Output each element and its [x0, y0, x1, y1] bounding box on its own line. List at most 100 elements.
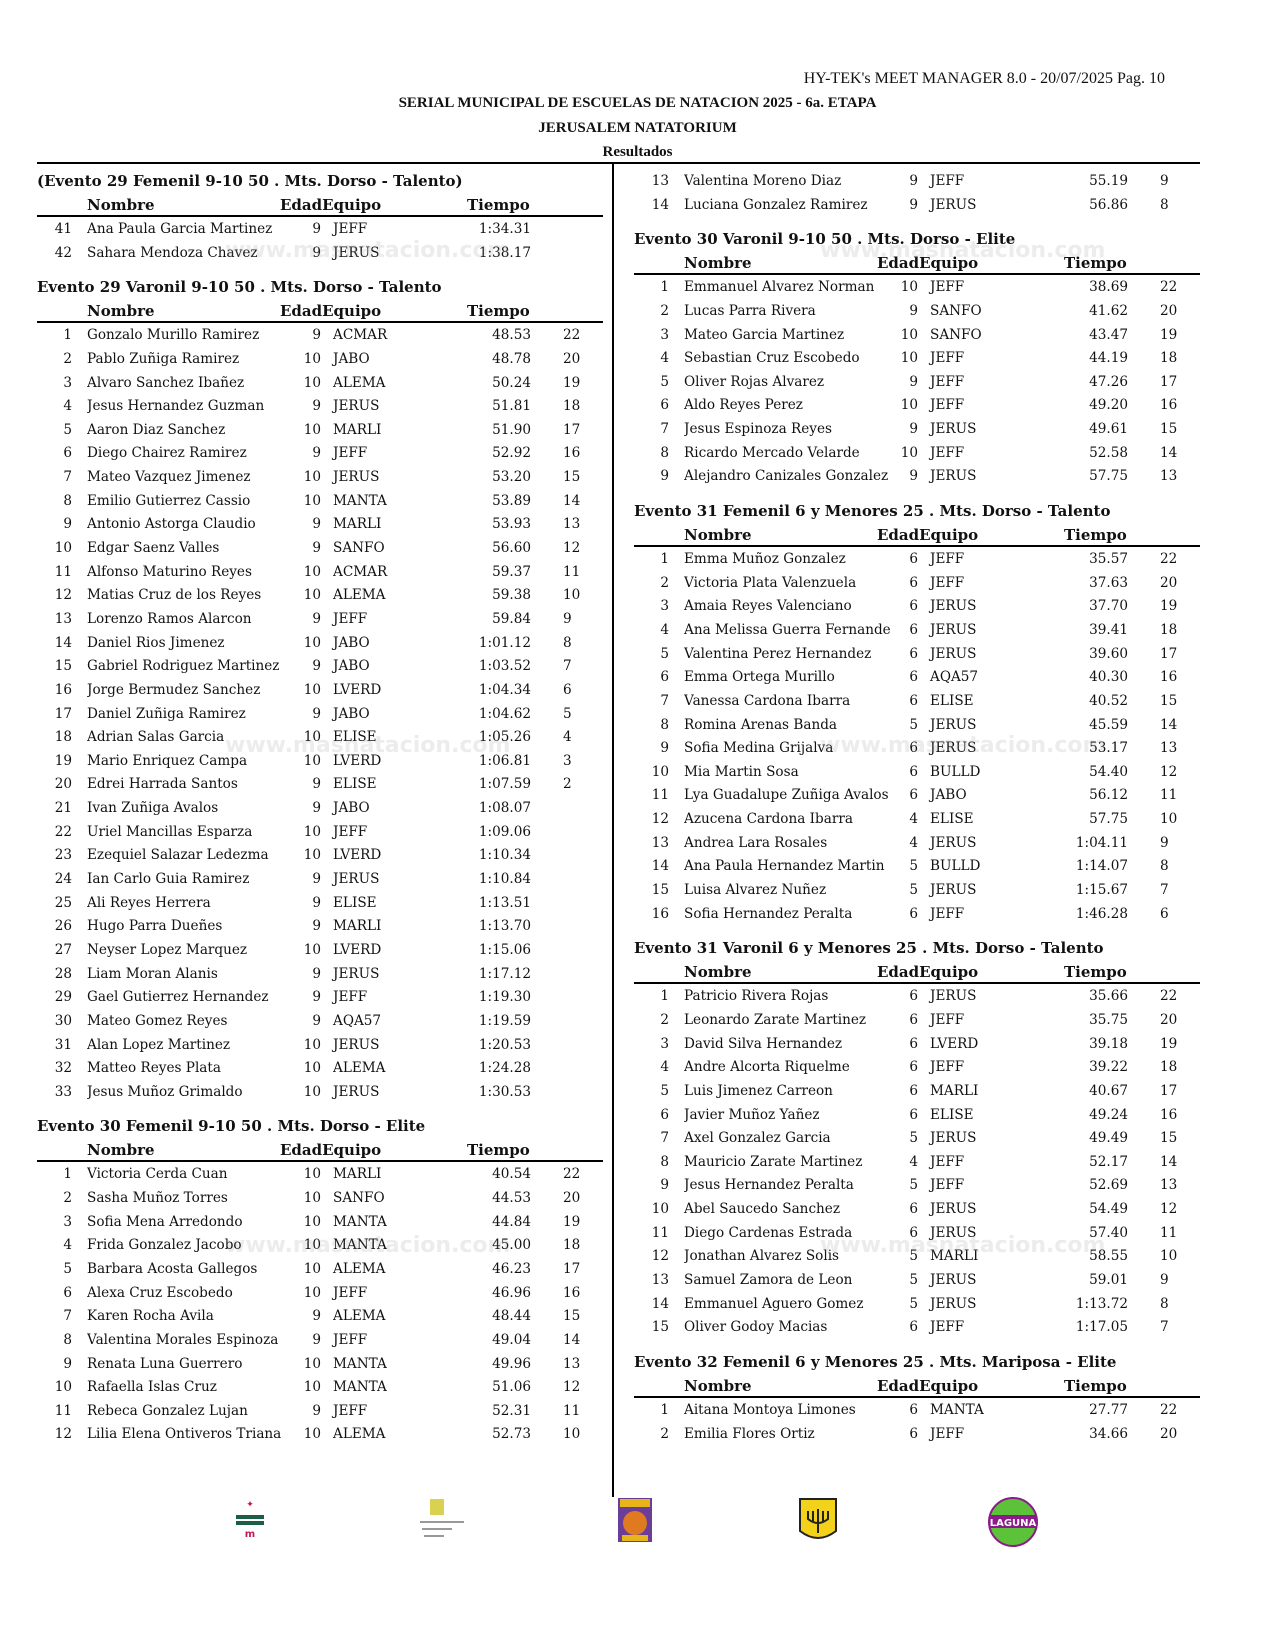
time: 46.23	[492, 1260, 531, 1277]
header-tiempo: Tiempo	[467, 196, 530, 214]
time: 1:24.28	[478, 1060, 531, 1077]
result-row: 1 Emmanuel Alvarez Norman 10 JEFF 38.69 22	[634, 275, 1200, 299]
points: 13	[1160, 740, 1178, 757]
header-edad-equipo: EdadEquipo	[877, 963, 979, 982]
age: 10	[303, 1355, 321, 1372]
left-column: (Evento 29 Femenil 9-10 50 . Mts. Dorso …	[37, 169, 603, 1457]
points: 18	[1160, 621, 1178, 638]
place: 27	[54, 941, 72, 958]
place: 1	[660, 1401, 669, 1418]
time: 41.62	[1089, 302, 1128, 319]
header-tiempo: Tiempo	[1064, 963, 1127, 982]
result-row: 2 Leonardo Zarate Martinez 6 JEFF 35.75 20	[634, 1008, 1200, 1032]
time: 54.49	[1089, 1201, 1128, 1218]
header-edad-equipo: EdadEquipo	[877, 526, 979, 545]
time: 51.81	[492, 398, 531, 415]
place: 10	[651, 1201, 669, 1218]
place: 7	[660, 692, 669, 709]
result-row: 22 Uriel Mancillas Esparza 10 JEFF 1:09.06	[37, 820, 603, 844]
age: 10	[900, 444, 918, 461]
header-edad-equipo: EdadEquipo	[280, 302, 382, 321]
time: 50.24	[492, 374, 531, 391]
team: JEFF	[333, 445, 368, 462]
team: LVERD	[930, 1035, 979, 1052]
result-row: 28 Liam Moran Alanis 9 JERUS 1:17.12	[37, 962, 603, 986]
place: 6	[660, 1106, 669, 1123]
swimmer-name: Lorenzo Ramos Alarcon	[87, 610, 252, 627]
points: 17	[1160, 645, 1178, 662]
swimmer-name: Sasha Muñoz Torres	[87, 1190, 228, 1207]
result-row: 9 Alejandro Canizales Gonzalez 9 JERUS 57.75…	[634, 464, 1200, 488]
points: 19	[563, 374, 581, 391]
result-row: 8 Valentina Morales Espinoza 9 JEFF 49.04 14	[37, 1328, 603, 1352]
team: SANFO	[333, 1190, 385, 1207]
header-tiempo: Tiempo	[1064, 254, 1127, 273]
team: ALEMA	[333, 1260, 386, 1277]
time: 44.19	[1089, 350, 1128, 367]
place: 15	[651, 1319, 669, 1336]
age: 9	[909, 373, 918, 390]
time: 59.38	[492, 587, 531, 604]
points: 17	[1160, 373, 1178, 390]
swimmer-name: Alexa Cruz Escobedo	[87, 1284, 233, 1301]
result-row: 21 Ivan Zuñiga Avalos 9 JABO 1:08.07	[37, 796, 603, 820]
swimmer-name: Emilia Flores Ortiz	[684, 1425, 815, 1442]
place: 5	[660, 1082, 669, 1099]
points: 14	[1160, 1153, 1178, 1170]
swimmer-name: Jesus Hernandez Guzman	[87, 398, 265, 415]
place: 5	[63, 1260, 72, 1277]
age: 6	[909, 1425, 918, 1442]
event-title: Evento 29 Varonil 9-10 50 . Mts. Dorso -…	[37, 278, 442, 297]
event-title: Evento 31 Varonil 6 y Menores 25 . Mts. …	[634, 939, 1104, 958]
time: 39.18	[1089, 1035, 1128, 1052]
points: 20	[1160, 574, 1178, 591]
swimmer-name: Jesus Hernandez Peralta	[684, 1177, 854, 1194]
age: 4	[909, 834, 918, 851]
place: 10	[54, 540, 72, 557]
time: 40.54	[492, 1166, 531, 1183]
age: 6	[909, 1201, 918, 1218]
swimmer-name: Gabriel Rodriguez Martinez	[87, 658, 280, 675]
time: 1:30.53	[478, 1083, 531, 1100]
age: 9	[312, 1012, 321, 1029]
team: JERUS	[930, 834, 977, 851]
result-row: 12 Lilia Elena Ontiveros Triana 10 ALEMA 52.…	[37, 1422, 603, 1446]
age: 10	[303, 469, 321, 486]
time: 1:01.12	[478, 634, 531, 651]
team: JEFF	[333, 1284, 368, 1301]
swimmer-name: Aaron Diaz Sanchez	[87, 421, 226, 438]
time: 51.90	[492, 421, 531, 438]
time: 37.63	[1089, 574, 1128, 591]
result-row: 41 Ana Paula Garcia Martinez 9 JEFF 1:34.31	[37, 217, 603, 241]
age: 5	[909, 1271, 918, 1288]
event-title: (Evento 29 Femenil 9-10 50 . Mts. Dorso …	[37, 172, 463, 190]
age: 9	[312, 445, 321, 462]
age: 9	[909, 196, 918, 213]
age: 6	[909, 621, 918, 638]
team: JERUS	[333, 871, 380, 888]
team: JERUS	[333, 398, 380, 415]
event-block: 13 Valentina Moreno Diaz 9 JEFF 55.19 9 14 Luci…	[634, 169, 1200, 216]
header-nombre: Nombre	[684, 254, 752, 273]
points: 16	[563, 445, 581, 462]
points: 10	[563, 587, 581, 604]
place: 5	[63, 421, 72, 438]
swimmer-name: Daniel Zuñiga Ramirez	[87, 705, 246, 722]
place: 8	[660, 1153, 669, 1170]
time: 52.58	[1089, 444, 1128, 461]
result-row: 12 Azucena Cardona Ibarra 4 ELISE 57.75 10	[634, 807, 1200, 831]
age: 6	[909, 1319, 918, 1336]
tigres-logo	[618, 1498, 652, 1542]
place: 5	[660, 645, 669, 662]
points: 18	[1160, 1059, 1178, 1076]
age: 10	[303, 941, 321, 958]
swimmer-name: Matteo Reyes Plata	[87, 1060, 221, 1077]
result-row: 25 Ali Reyes Herrera 9 ELISE 1:13.51	[37, 891, 603, 915]
points: 22	[1160, 279, 1178, 296]
age: 9	[312, 244, 321, 261]
points: 2	[563, 776, 572, 793]
place: 9	[660, 1177, 669, 1194]
points: 7	[563, 658, 572, 675]
event-block: (Evento 29 Femenil 9-10 50 . Mts. Dorso …	[37, 169, 603, 264]
team: JEFF	[930, 279, 965, 296]
